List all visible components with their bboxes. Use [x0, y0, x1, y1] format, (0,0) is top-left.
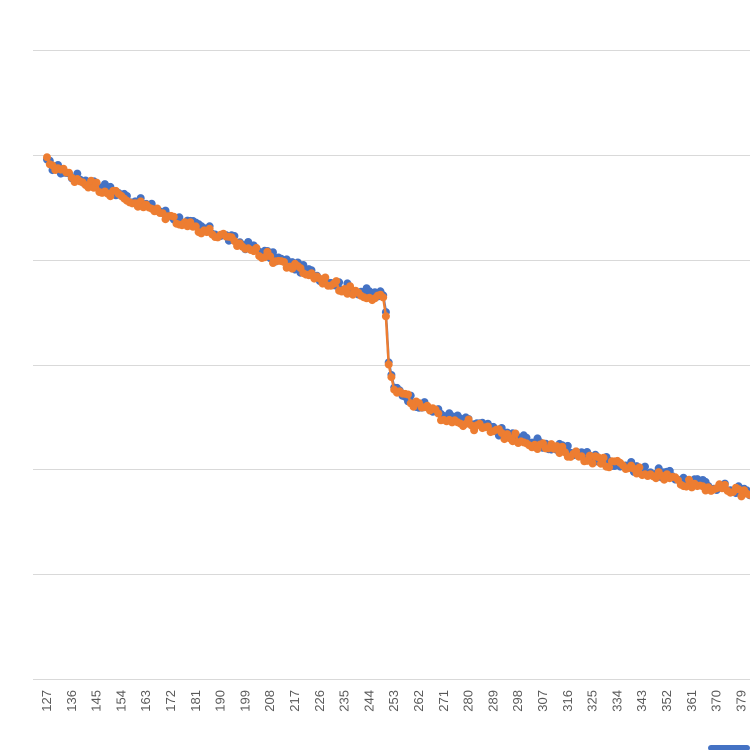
series-1-point-215: [635, 463, 644, 472]
series-1-point-76: [252, 243, 261, 252]
series-1-point-122: [379, 293, 388, 302]
legend-swatch: [708, 745, 750, 750]
x-tick-label: 298: [510, 690, 525, 712]
x-tick-label: 145: [89, 690, 104, 712]
x-tick-label: 190: [213, 690, 228, 712]
x-tick-label: 271: [436, 690, 451, 712]
x-tick-label: 235: [337, 690, 352, 712]
series-1-point-125: [387, 373, 396, 382]
x-tick-label: 307: [535, 690, 550, 712]
series-1-point-204: [605, 463, 614, 472]
series-1-point-142: [434, 409, 443, 418]
series-1-point-233: [685, 475, 693, 484]
gridlines: [33, 50, 750, 680]
x-tick-label: 289: [485, 690, 500, 712]
x-tick-label: 280: [461, 690, 476, 712]
series-1-point-131: [404, 390, 412, 399]
series-area: [43, 153, 750, 501]
x-tick-label: 208: [262, 690, 277, 712]
x-axis-ticks: 127 136 145 154 163 172 181 190 199 208 217 226 235 2…: [39, 690, 748, 712]
x-tick-label: 136: [64, 690, 79, 712]
x-tick-label: 343: [634, 690, 649, 712]
x-tick-label: 370: [709, 690, 724, 712]
x-tick-label: 217: [287, 690, 302, 712]
x-tick-label: 253: [386, 690, 401, 712]
series-1-point-81: [266, 252, 275, 261]
x-tick-label: 127: [39, 690, 54, 712]
series-1-point-202: [599, 453, 608, 462]
x-tick-label: 181: [188, 690, 203, 712]
x-tick-label: 379: [733, 690, 748, 712]
x-tick-label: 154: [113, 690, 128, 712]
series-1-point-101: [321, 273, 330, 282]
x-tick-label: 325: [585, 690, 600, 712]
series-1-point-105: [332, 277, 341, 286]
series-1-point-18: [92, 178, 101, 187]
x-tick-label: 199: [237, 690, 252, 712]
x-tick-label: 226: [312, 690, 327, 712]
x-tick-label: 163: [138, 690, 153, 712]
x-tick-label: 172: [163, 690, 178, 712]
x-tick-label: 262: [411, 690, 426, 712]
x-tick-label: 361: [684, 690, 699, 712]
x-tick-label: 244: [361, 690, 376, 712]
series-1-point-46: [169, 212, 178, 221]
series-1-point-124: [384, 360, 393, 369]
x-tick-label: 334: [609, 690, 624, 712]
x-tick-label: 352: [659, 690, 674, 712]
series-1-point-170: [511, 429, 520, 438]
series-1-point-110: [346, 282, 355, 291]
series-1-point-0: [43, 153, 51, 162]
x-tick-label: 316: [560, 690, 575, 712]
series-1-point-123: [381, 312, 390, 321]
series-1-point-246: [720, 480, 729, 489]
series-1-point-198: [588, 459, 597, 468]
